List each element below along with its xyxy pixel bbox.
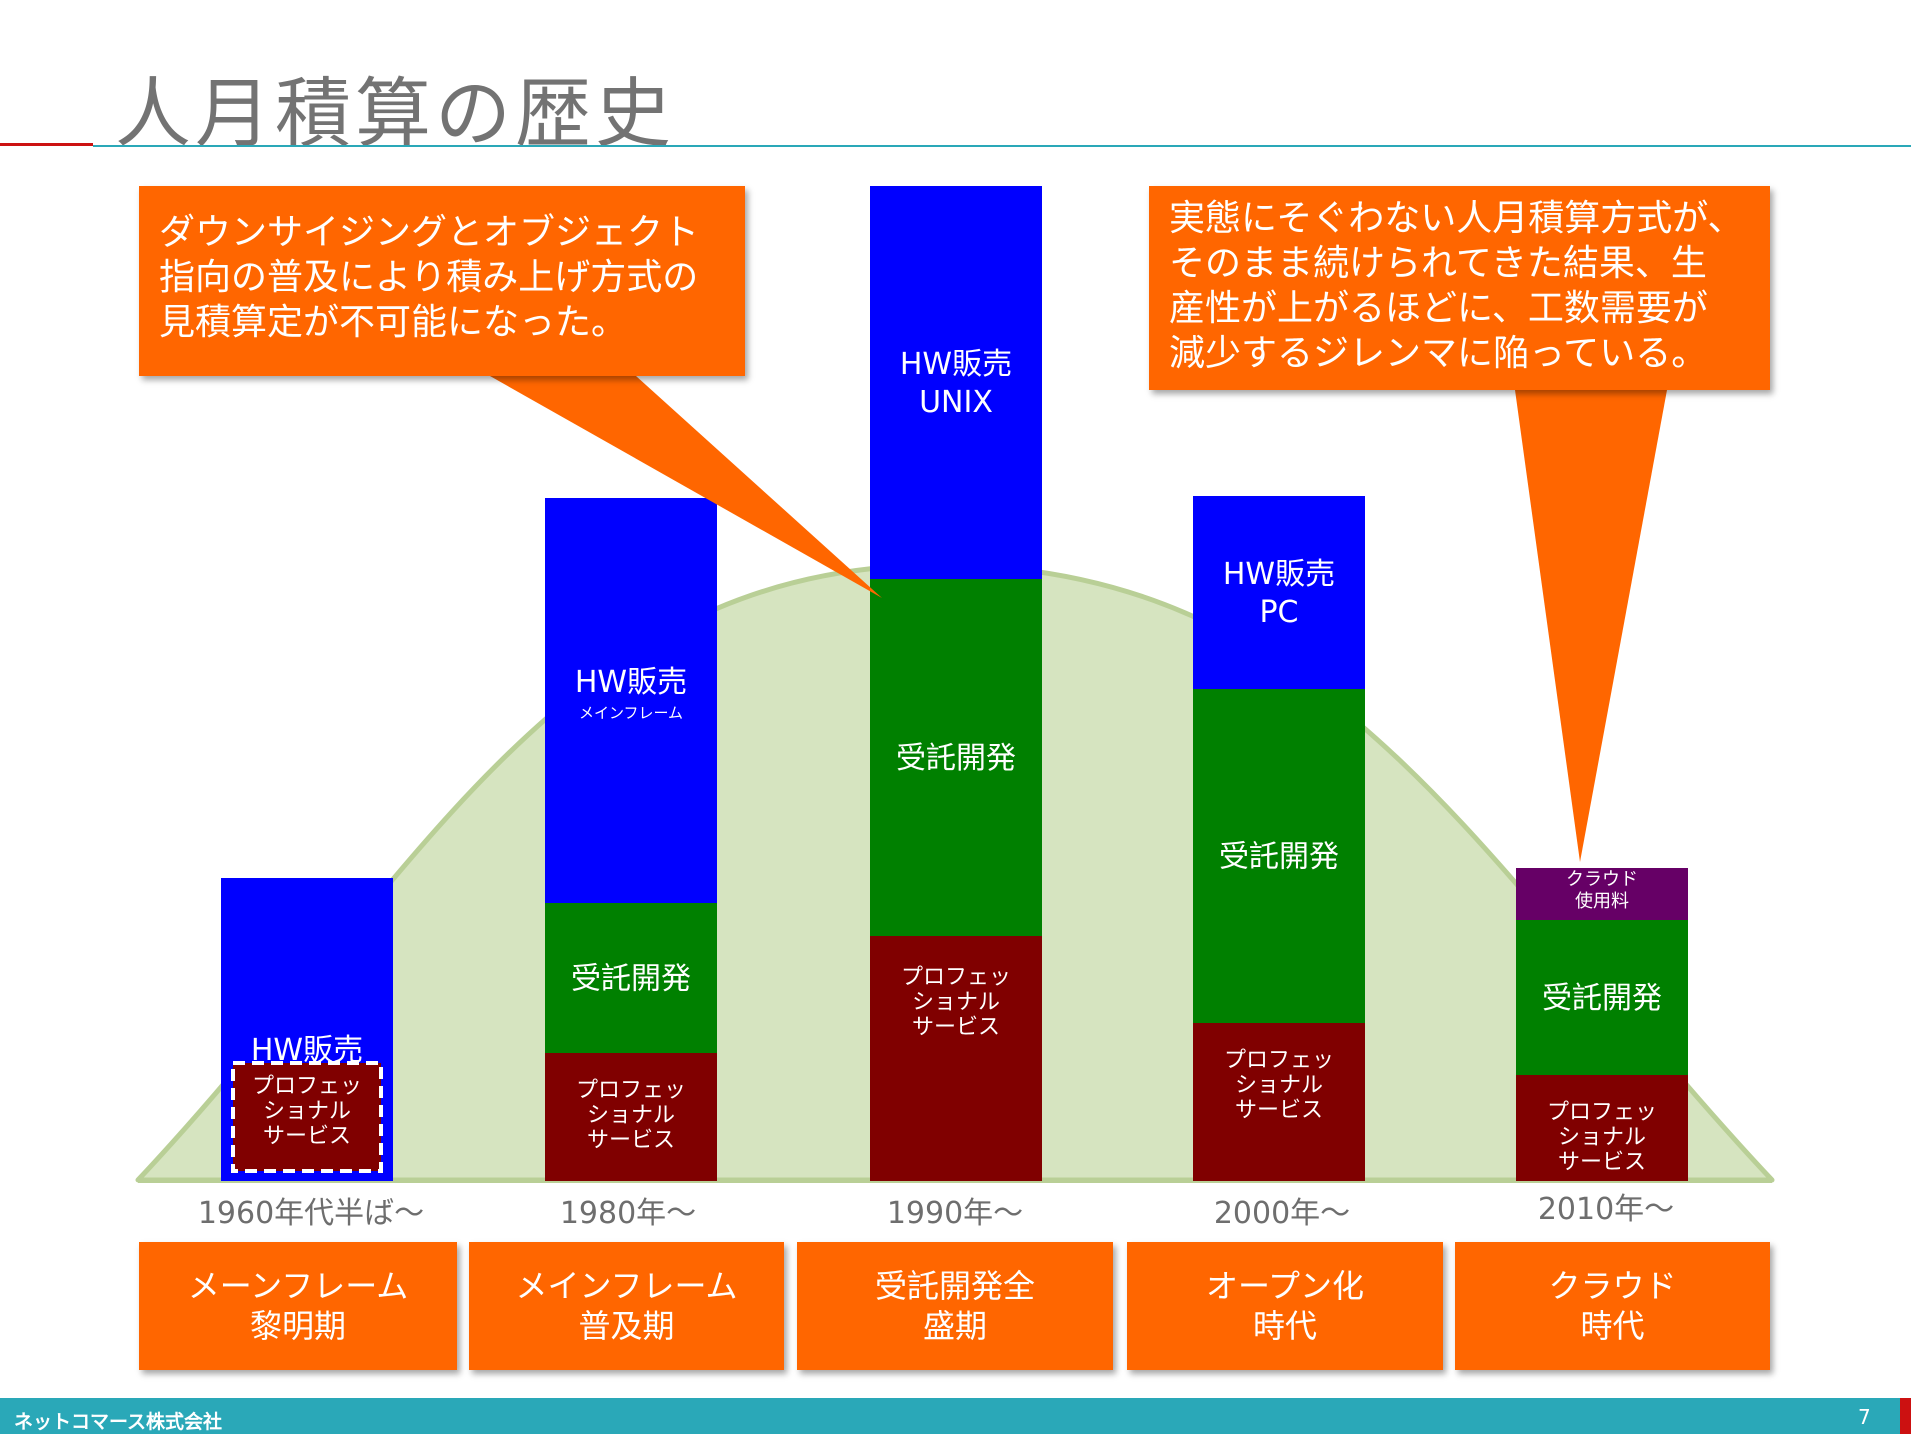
era-box-mainframe-dawn: メーンフレーム 黎明期 (139, 1242, 457, 1370)
bar-0-hw-label: HW販売 (251, 1033, 363, 1068)
bar-0-inset-label: プロフェッ (252, 1074, 362, 1099)
bar-1-pro-label: プロフェッ (576, 1078, 686, 1103)
bar-1-hw-label: HW販売 (575, 665, 687, 700)
bar-1-segment-dev (545, 903, 717, 1053)
bar-4-cloud-label: クラウド (1566, 869, 1638, 890)
callout-left-line-1: ダウンサイジングとオブジェクト (159, 212, 700, 253)
title-underline-accent (0, 143, 93, 146)
bar-2-pro-label: プロフェッ (901, 965, 1011, 990)
era-line-2: 盛期 (922, 1307, 987, 1345)
era-line-1: クラウド (1548, 1267, 1677, 1305)
bar-3-dev-label: 受託開発 (1219, 840, 1339, 875)
title-underline (93, 145, 1911, 147)
bar-2-segment-pro (870, 936, 1042, 1181)
footer-accent (1900, 1398, 1911, 1434)
bar-4-dev-label: 受託開発 (1542, 981, 1662, 1016)
year-label-1990: 1990年～ (886, 1196, 1024, 1231)
era-line-1: メインフレーム (515, 1267, 738, 1305)
bar-0-inset-label: サービス (263, 1124, 351, 1149)
bar-0-inset-label: ショナル (263, 1099, 351, 1124)
year-label-2000: 2000年～ (1213, 1196, 1351, 1231)
era-line-1: メーンフレーム (187, 1267, 409, 1305)
bar-2-hw-label: UNIX (919, 385, 993, 420)
bar-0-inset-pro (231, 1061, 383, 1173)
bar-3-pro-label: サービス (1235, 1098, 1323, 1123)
callout-left-tail (490, 376, 882, 598)
bar-4-segment-cloud (1516, 868, 1688, 920)
bar-group: HW販売メインフレームプロフェッショナルサービスプロフェッショナルサービス受託開… (221, 186, 1688, 1181)
bar-4-pro-label: プロフェッ (1547, 1100, 1657, 1125)
bar-3-hw-label: PC (1259, 595, 1298, 630)
bar-2-dev-label: 受託開発 (896, 741, 1016, 776)
bar-4-pro-label: サービス (1558, 1150, 1646, 1175)
callout-right-tail (1515, 390, 1667, 862)
era-box-cloud: クラウド 時代 (1455, 1242, 1770, 1370)
bar-3-pro-label: プロフェッ (1224, 1048, 1334, 1073)
era-line-1: 受託開発全 (874, 1267, 1035, 1305)
era-box-mainframe-spread: メインフレーム 普及期 (469, 1242, 784, 1370)
era-box-contract-dev: 受託開発全 盛期 (797, 1242, 1113, 1370)
year-label-2010: 2010年～ (1537, 1192, 1675, 1227)
page-number: 7 (1858, 1405, 1871, 1429)
bar-2-segment-dev (870, 579, 1042, 936)
callout-right-line-3: 産性が上がるほどに、工数需要が (1169, 288, 1708, 329)
bar-3-segment-pro (1193, 1023, 1365, 1181)
callout-dilemma: 実態にそぐわない人月積算方式が、 そのまま続けられてきた結果、生 産性が上がるほ… (1149, 186, 1770, 390)
bar-3-pro-label: ショナル (1235, 1073, 1323, 1098)
era-line-1: オープン化 (1205, 1267, 1365, 1305)
year-label-1960: 1960年代半ば～ (197, 1196, 425, 1231)
bar-1-pro-label: サービス (587, 1128, 675, 1153)
bar-3-segment-hw (1193, 496, 1365, 689)
year-label-1980: 1980年～ (559, 1196, 697, 1231)
bar-4-pro-label: ショナル (1558, 1125, 1646, 1150)
era-line-2: 普及期 (578, 1307, 675, 1345)
bar-1-segment-pro (545, 1053, 717, 1181)
bar-3-hw-label: HW販売 (1223, 557, 1335, 592)
callout-right-line-4: 減少するジレンマに陥っている。 (1169, 333, 1708, 374)
bar-4-segment-dev (1516, 920, 1688, 1075)
bar-2-pro-label: サービス (912, 1015, 1000, 1040)
era-box-open: オープン化 時代 (1127, 1242, 1443, 1370)
bar-1-dev-label: 受託開発 (571, 962, 691, 997)
bar-2-pro-label: ショナル (912, 990, 1000, 1015)
era-line-2: 時代 (1580, 1307, 1645, 1345)
callout-downsizing: ダウンサイジングとオブジェクト 指向の普及により積み上げ方式の 見積算定が不可能… (139, 186, 745, 376)
bar-4-cloud-label: 使用料 (1575, 891, 1629, 912)
bar-1-segment-hw (545, 498, 717, 903)
era-line-2: 黎明期 (249, 1307, 346, 1345)
footer-company: ネットコマース株式会社 (14, 1411, 223, 1433)
bar-2-segment-hw (870, 186, 1042, 579)
page-title: 人月積算の歴史 (115, 69, 675, 158)
callout-left-line-2: 指向の普及により積み上げ方式の (159, 257, 699, 298)
bar-1-hw-sublabel: メインフレーム (579, 704, 683, 722)
bar-1-pro-label: ショナル (587, 1103, 675, 1128)
bar-4-segment-pro (1516, 1075, 1688, 1181)
callout-right-line-2: そのまま続けられてきた結果、生 (1169, 243, 1707, 284)
callout-right-line-1: 実態にそぐわない人月積算方式が、 (1169, 198, 1744, 239)
bar-2-hw-label: HW販売 (900, 347, 1012, 382)
footer-bar (0, 1398, 1900, 1434)
callout-left-line-3: 見積算定が不可能になった。 (159, 302, 628, 343)
era-line-2: 時代 (1252, 1307, 1317, 1345)
bar-3-segment-dev (1193, 689, 1365, 1023)
